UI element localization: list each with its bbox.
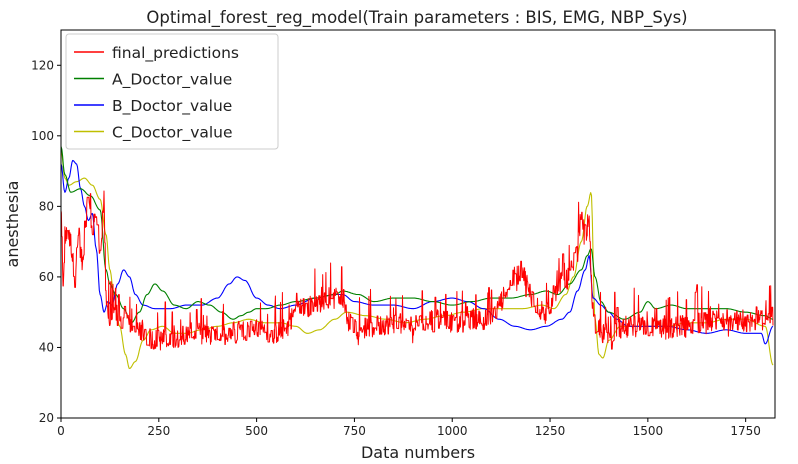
legend-label: final_predictions (112, 44, 239, 63)
legend: final_predictions A_Doctor_value B_Doctor_… (65, 33, 279, 150)
y-axis-ticks: 20 40 60 80 100 120 (31, 58, 61, 425)
legend-label: C_Doctor_value (112, 124, 233, 143)
x-axis-label: Data numbers (361, 443, 475, 462)
x-tick-label: 750 (343, 424, 366, 438)
series-line-final-predictions (61, 190, 774, 351)
x-tick-label: 0 (57, 424, 65, 438)
legend-box (65, 33, 279, 150)
y-tick-label: 60 (39, 270, 54, 284)
x-tick-label: 1500 (633, 424, 664, 438)
series-layer (61, 146, 774, 370)
y-tick-label: 80 (39, 199, 54, 213)
plot-frame (60, 29, 776, 419)
x-tick-label: 500 (245, 424, 268, 438)
x-tick-label: 1750 (730, 424, 761, 438)
series-line-a-doctor-value (61, 146, 773, 324)
y-tick-label: 120 (31, 58, 54, 72)
chart-title: Optimal_forest_reg_model(Train parameter… (146, 8, 687, 28)
y-axis-label: anesthesia (3, 181, 22, 268)
x-tick-label: 1250 (535, 424, 566, 438)
y-tick-label: 40 (39, 340, 54, 354)
legend-label: A_Doctor_value (112, 71, 232, 90)
x-axis-ticks: 0 250 500 750 1000 1250 1500 1750 (57, 418, 761, 438)
y-tick-label: 100 (31, 129, 54, 143)
y-tick-label: 20 (39, 411, 54, 425)
legend-label: B_Doctor_value (112, 97, 232, 116)
x-tick-label: 1000 (437, 424, 468, 438)
x-tick-label: 250 (147, 424, 170, 438)
